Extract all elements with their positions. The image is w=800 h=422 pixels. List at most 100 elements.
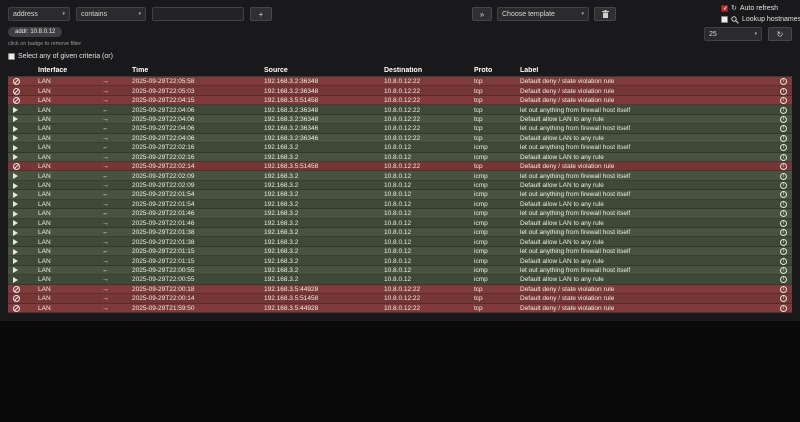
source-cell[interactable]: 192.168.3.5:44928 [264,285,319,293]
source-cell[interactable]: 192.168.3.2:36346 [264,134,319,142]
info-icon[interactable]: i [780,125,787,133]
destination-cell[interactable]: 10.8.0.12:22 [384,134,421,142]
info-icon[interactable]: i [780,295,787,303]
destination-cell[interactable]: 10.8.0.12 [384,257,412,265]
source-cell[interactable]: 192.168.3.2 [264,276,299,284]
source-cell[interactable]: 192.168.3.2 [264,229,299,237]
source-cell[interactable]: 192.168.3.5:51458 [264,295,319,303]
source-cell[interactable]: 192.168.3.2 [264,182,299,190]
destination-cell[interactable]: 10.8.0.12:22 [384,78,421,86]
auto-refresh-checkbox[interactable] [721,5,728,12]
info-icon[interactable]: i [780,219,787,227]
block-icon[interactable] [13,78,20,86]
source-cell[interactable]: 192.168.3.2 [264,172,299,180]
source-cell[interactable]: 192.168.3.2 [264,248,299,256]
source-cell[interactable]: 192.168.3.2 [264,238,299,246]
source-cell[interactable]: 192.168.3.2 [264,144,299,152]
add-filter-button[interactable]: + [250,7,272,21]
destination-cell[interactable]: 10.8.0.12:22 [384,87,421,95]
info-icon[interactable]: i [780,182,787,190]
pass-icon[interactable] [13,135,18,142]
destination-cell[interactable]: 10.8.0.12 [384,248,412,256]
pass-icon[interactable] [13,182,18,189]
pass-icon[interactable] [13,229,18,236]
pass-icon[interactable] [13,258,18,265]
info-icon[interactable]: i [780,106,787,114]
source-cell[interactable]: 192.168.3.2:36348 [264,78,319,86]
source-cell[interactable]: 192.168.3.5:44928 [264,304,319,312]
info-icon[interactable]: i [780,97,787,105]
pass-icon[interactable] [13,248,18,255]
destination-cell[interactable]: 10.8.0.12 [384,172,412,180]
pass-icon[interactable] [13,239,18,246]
info-icon[interactable]: i [780,134,787,142]
apply-template-button[interactable]: » [472,7,492,21]
delete-template-button[interactable] [594,7,616,21]
refresh-button[interactable]: ↻ [768,27,792,41]
source-cell[interactable]: 192.168.3.2 [264,200,299,208]
info-icon[interactable]: i [780,172,787,180]
destination-cell[interactable]: 10.8.0.12 [384,200,412,208]
block-icon[interactable] [13,97,20,105]
destination-cell[interactable]: 10.8.0.12:22 [384,125,421,133]
info-icon[interactable]: i [780,210,787,218]
destination-cell[interactable]: 10.8.0.12:22 [384,163,421,171]
destination-cell[interactable]: 10.8.0.12 [384,191,412,199]
info-icon[interactable]: i [780,285,787,293]
destination-cell[interactable]: 10.8.0.12:22 [384,295,421,303]
source-cell[interactable]: 192.168.3.2 [264,191,299,199]
source-cell[interactable]: 192.168.3.2:36346 [264,125,319,133]
filter-badge[interactable]: addr: 10.8.0.12 [8,27,63,37]
destination-cell[interactable]: 10.8.0.12 [384,153,412,161]
block-icon[interactable] [13,163,20,171]
info-icon[interactable]: i [780,238,787,246]
pass-icon[interactable] [13,107,18,114]
destination-cell[interactable]: 10.8.0.12 [384,219,412,227]
source-cell[interactable]: 192.168.3.2 [264,257,299,265]
lookup-hostnames-checkbox[interactable] [721,16,728,23]
source-cell[interactable]: 192.168.3.2:36348 [264,115,319,123]
info-icon[interactable]: i [780,87,787,95]
info-icon[interactable]: i [780,163,787,171]
destination-cell[interactable]: 10.8.0.12 [384,210,412,218]
info-icon[interactable]: i [780,229,787,237]
block-icon[interactable] [13,87,20,95]
block-icon[interactable] [13,295,20,303]
filter-operator-select[interactable]: contains ▾ [76,7,146,21]
info-icon[interactable]: i [780,276,787,284]
pass-icon[interactable] [13,154,18,161]
source-cell[interactable]: 192.168.3.5:51458 [264,163,319,171]
pass-icon[interactable] [13,201,18,208]
block-icon[interactable] [13,304,20,312]
info-icon[interactable]: i [780,191,787,199]
source-cell[interactable]: 192.168.3.2:36348 [264,106,319,114]
source-cell[interactable]: 192.168.3.2 [264,153,299,161]
pass-icon[interactable] [13,210,18,217]
pass-icon[interactable] [13,173,18,180]
destination-cell[interactable]: 10.8.0.12 [384,276,412,284]
destination-cell[interactable]: 10.8.0.12:22 [384,106,421,114]
pass-icon[interactable] [13,220,18,227]
source-cell[interactable]: 192.168.3.2 [264,210,299,218]
pass-icon[interactable] [13,267,18,274]
block-icon[interactable] [13,285,20,293]
page-size-select[interactable]: 25 ▾ [704,27,762,41]
info-icon[interactable]: i [780,266,787,274]
destination-cell[interactable]: 10.8.0.12:22 [384,304,421,312]
pass-icon[interactable] [13,144,18,151]
destination-cell[interactable]: 10.8.0.12 [384,238,412,246]
destination-cell[interactable]: 10.8.0.12 [384,229,412,237]
destination-cell[interactable]: 10.8.0.12:22 [384,115,421,123]
source-cell[interactable]: 192.168.3.2 [264,266,299,274]
template-select[interactable]: Choose template ▾ [497,7,589,21]
destination-cell[interactable]: 10.8.0.12:22 [384,97,421,105]
source-cell[interactable]: 192.168.3.2:36348 [264,87,319,95]
filter-value-input[interactable] [152,7,244,21]
pass-icon[interactable] [13,191,18,198]
any-criteria-checkbox[interactable] [8,53,15,60]
info-icon[interactable]: i [780,78,787,86]
source-cell[interactable]: 192.168.3.2 [264,219,299,227]
pass-icon[interactable] [13,125,18,132]
pass-icon[interactable] [13,116,18,123]
info-icon[interactable]: i [780,257,787,265]
